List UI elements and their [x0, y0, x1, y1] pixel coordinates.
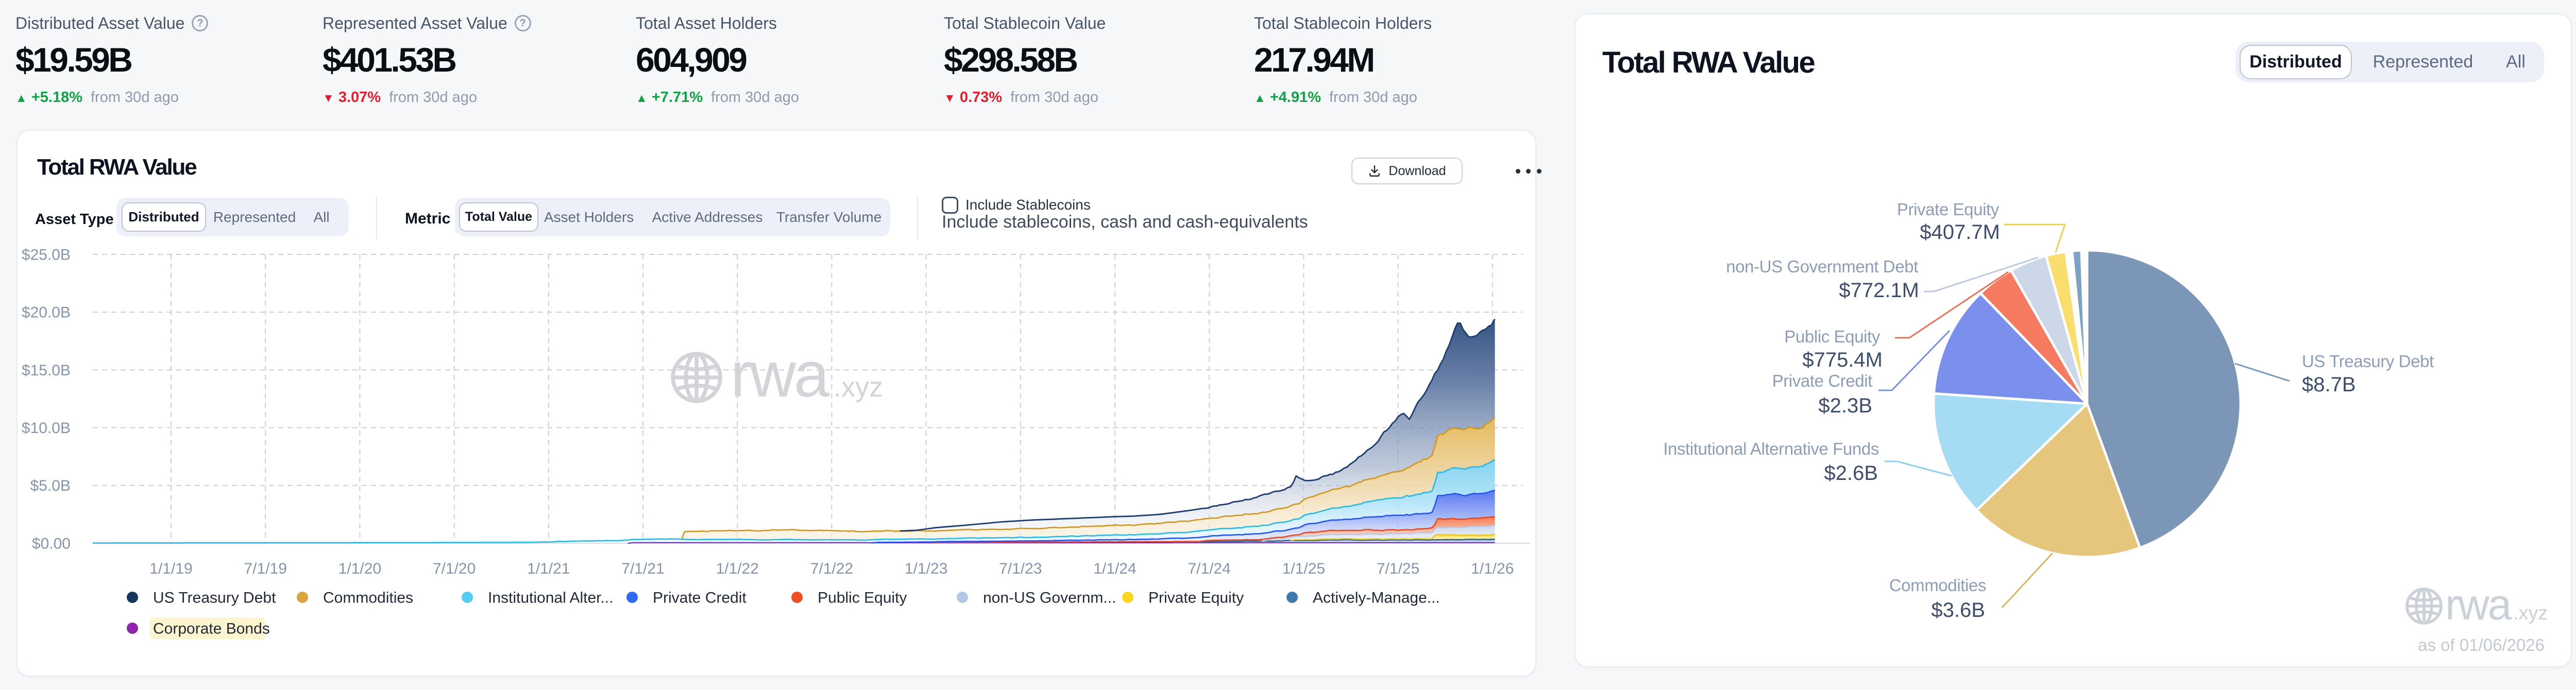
svg-text:7/1/23: 7/1/23 [999, 560, 1042, 577]
svg-text:1/1/19: 1/1/19 [149, 560, 192, 577]
svg-text:$0.00: $0.00 [32, 535, 71, 552]
svg-text:US Treasury Debt: US Treasury Debt [153, 590, 276, 607]
svg-text:$5.0B: $5.0B [30, 477, 71, 494]
svg-text:US Treasury Debt: US Treasury Debt [2302, 352, 2434, 371]
svg-text:7/1/24: 7/1/24 [1188, 560, 1230, 577]
svg-text:1/1/22: 1/1/22 [716, 560, 758, 577]
svg-text:$775.4M: $775.4M [1802, 349, 1883, 371]
svg-text:Private Credit: Private Credit [653, 590, 747, 607]
svg-text:1/1/20: 1/1/20 [338, 560, 381, 577]
svg-text:.xyz: .xyz [2513, 602, 2548, 624]
svg-text:1/1/24: 1/1/24 [1093, 560, 1136, 577]
svg-text:$772.1M: $772.1M [1839, 279, 1919, 302]
svg-text:1/1/23: 1/1/23 [905, 560, 947, 577]
svg-text:Institutional Alternative Fund: Institutional Alternative Funds [1663, 439, 1879, 458]
svg-text:7/1/22: 7/1/22 [810, 560, 853, 577]
svg-text:$20.0B: $20.0B [22, 304, 71, 321]
svg-text:non-US Governm...: non-US Governm... [983, 590, 1116, 607]
svg-text:Commodities: Commodities [323, 590, 413, 607]
svg-text:rwa: rwa [731, 339, 829, 410]
svg-text:1/1/25: 1/1/25 [1282, 560, 1325, 577]
svg-text:$2.6B: $2.6B [1824, 462, 1878, 485]
svg-text:Actively-Manage...: Actively-Manage... [1313, 590, 1440, 607]
svg-text:$3.6B: $3.6B [1931, 599, 1985, 622]
svg-text:rwa: rwa [2445, 580, 2512, 629]
svg-text:Public Equity: Public Equity [1784, 327, 1880, 346]
svg-text:$25.0B: $25.0B [22, 246, 71, 263]
svg-text:Corporate Bonds: Corporate Bonds [153, 620, 270, 637]
svg-text:1/1/21: 1/1/21 [527, 560, 570, 577]
svg-text:Commodities: Commodities [1889, 576, 1986, 595]
svg-text:7/1/25: 7/1/25 [1377, 560, 1419, 577]
svg-text:Private Equity: Private Equity [1148, 590, 1244, 607]
svg-text:$2.3B: $2.3B [1818, 394, 1872, 417]
svg-text:Public Equity: Public Equity [818, 590, 907, 607]
svg-text:7/1/21: 7/1/21 [621, 560, 664, 577]
svg-text:Private Equity: Private Equity [1897, 200, 1999, 219]
svg-text:$10.0B: $10.0B [22, 420, 71, 437]
svg-text:Institutional Alter...: Institutional Alter... [488, 590, 613, 607]
svg-text:as of 01/06/2026: as of 01/06/2026 [2418, 635, 2545, 654]
svg-text:7/1/19: 7/1/19 [244, 560, 286, 577]
svg-text:non-US Government Debt: non-US Government Debt [1726, 257, 1918, 276]
svg-text:.xyz: .xyz [834, 372, 883, 403]
svg-text:$15.0B: $15.0B [22, 362, 71, 379]
svg-text:1/1/26: 1/1/26 [1471, 560, 1514, 577]
svg-text:$8.7B: $8.7B [2302, 373, 2356, 396]
svg-text:7/1/20: 7/1/20 [433, 560, 476, 577]
svg-text:Private Credit: Private Credit [1772, 371, 1873, 390]
svg-text:$407.7M: $407.7M [1920, 221, 2000, 244]
